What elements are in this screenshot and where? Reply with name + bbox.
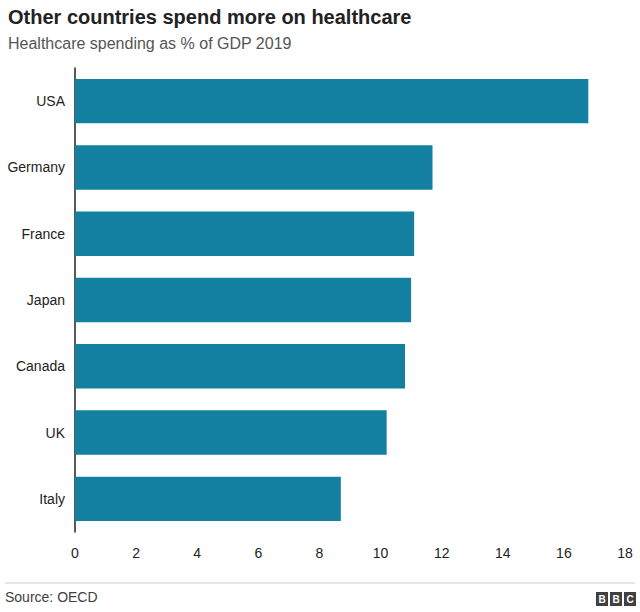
svg-text:Germany: Germany — [7, 159, 65, 175]
svg-text:12: 12 — [434, 545, 450, 561]
svg-text:C: C — [626, 594, 633, 605]
svg-text:Source: OECD: Source: OECD — [5, 589, 98, 605]
svg-text:Japan: Japan — [27, 292, 65, 308]
svg-text:18: 18 — [617, 545, 633, 561]
svg-text:France: France — [21, 226, 65, 242]
svg-text:UK: UK — [46, 425, 66, 441]
svg-text:Healthcare spending as % of GD: Healthcare spending as % of GDP 2019 — [8, 35, 292, 52]
svg-text:16: 16 — [556, 545, 572, 561]
svg-text:B: B — [598, 594, 605, 605]
svg-text:10: 10 — [373, 545, 389, 561]
svg-text:Italy: Italy — [39, 491, 65, 507]
svg-text:2: 2 — [132, 545, 140, 561]
svg-text:6: 6 — [254, 545, 262, 561]
svg-text:14: 14 — [495, 545, 511, 561]
svg-text:Other countries spend more on: Other countries spend more on healthcare — [8, 6, 411, 28]
svg-text:8: 8 — [316, 545, 324, 561]
svg-text:Canada: Canada — [16, 358, 65, 374]
svg-text:B: B — [612, 594, 619, 605]
svg-text:USA: USA — [36, 93, 65, 109]
svg-text:0: 0 — [71, 545, 79, 561]
svg-text:4: 4 — [193, 545, 201, 561]
